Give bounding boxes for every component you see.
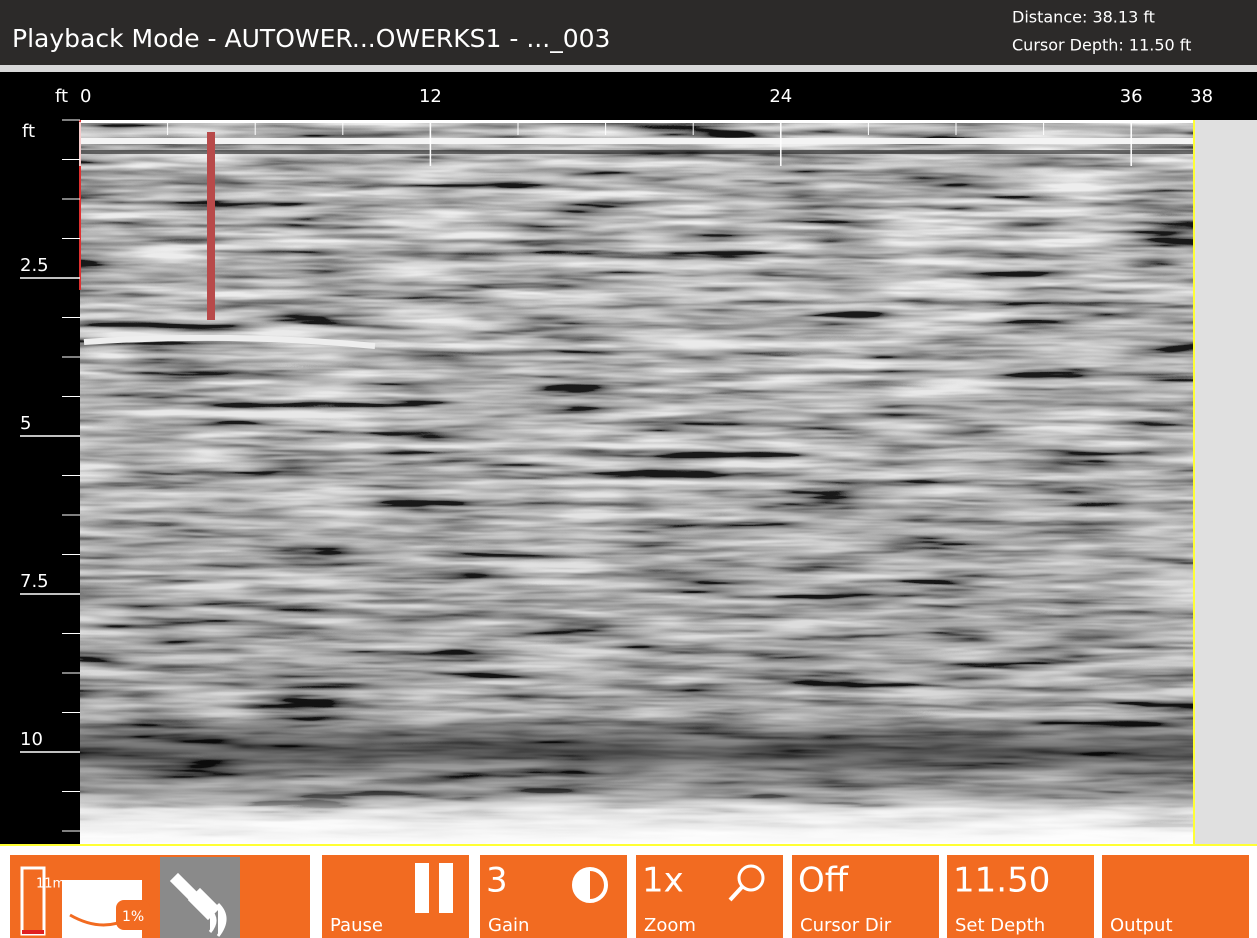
- page: Playback Mode - AUTOWER...OWERKS1 - ..._…: [0, 0, 1257, 938]
- y-tick-label: 7.5: [20, 571, 49, 592]
- y-tick-label: 10: [20, 729, 43, 750]
- screen: Playback Mode - AUTOWER...OWERKS1 - ..._…: [0, 0, 1257, 938]
- battery-time: 11m: [36, 877, 65, 892]
- x-axis-bar: [0, 72, 1257, 120]
- toolbar: 11m 1% Pause Gain 3 Zoom 1x Cursor Dir Off Set …: [10, 855, 1249, 938]
- button-label: Set Depth: [955, 915, 1045, 936]
- pause-icon: [415, 863, 429, 913]
- surface-shadow: [80, 150, 1195, 154]
- battery-level: [22, 930, 44, 934]
- x-end-label: 38: [1190, 86, 1213, 107]
- x-tick-label: 36: [1120, 86, 1143, 107]
- x-tick-label: 0: [80, 86, 91, 107]
- radargram: [80, 120, 1195, 845]
- gain-button[interactable]: Gain 3: [480, 855, 627, 938]
- top-line: [80, 120, 1195, 123]
- button-label: Cursor Dir: [800, 915, 892, 936]
- x-tick-label: 12: [419, 86, 442, 107]
- y-tick-label: 5: [20, 413, 31, 434]
- cursor-dir-button[interactable]: Cursor Dir Off: [792, 855, 939, 938]
- radargram-bands: [80, 120, 1195, 845]
- pause-button[interactable]: Pause: [322, 855, 469, 938]
- button-value: Off: [798, 861, 850, 901]
- y-unit: ft: [22, 121, 35, 142]
- cursor-marker: [207, 132, 215, 320]
- button-label: Zoom: [644, 915, 696, 936]
- distance: Distance: 38.13 ft: [1012, 8, 1155, 27]
- pause-icon: [439, 863, 453, 913]
- title: Playback Mode - AUTOWER...OWERKS1 - ..._…: [12, 24, 610, 53]
- y-tick-label: 2.5: [20, 255, 49, 276]
- set-depth-button[interactable]: Set Depth 11.50: [947, 855, 1094, 938]
- button-label: Pause: [330, 915, 383, 936]
- output-button[interactable]: Output: [1102, 855, 1249, 938]
- separator: [0, 65, 1257, 72]
- surface-reflection: [80, 138, 1195, 144]
- button-value: 11.50: [953, 861, 1050, 901]
- button-label: Output: [1110, 915, 1173, 936]
- zoom-button[interactable]: Zoom 1x: [636, 855, 783, 938]
- button-value: 1x: [642, 861, 684, 901]
- x-unit: ft: [55, 86, 68, 107]
- empty-area: [1195, 120, 1257, 845]
- button-label: Gain: [488, 915, 529, 936]
- cursor-depth: Cursor Depth: 11.50 ft: [1012, 36, 1191, 55]
- button-value: 3: [486, 861, 508, 901]
- x-tick-label: 24: [769, 86, 792, 107]
- storage-percent: 1%: [122, 909, 144, 925]
